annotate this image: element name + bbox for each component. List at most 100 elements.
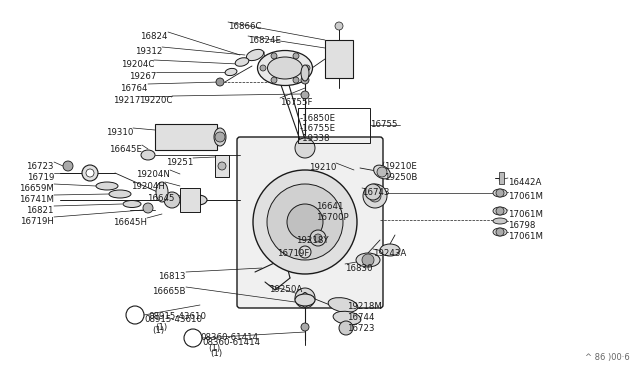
Bar (155, 124, 217, 150)
Circle shape (301, 91, 309, 99)
Circle shape (496, 189, 504, 197)
Circle shape (301, 323, 309, 331)
Text: 19218Y: 19218Y (296, 236, 328, 245)
Ellipse shape (268, 57, 303, 79)
Circle shape (287, 204, 323, 240)
Circle shape (496, 228, 504, 236)
Text: (1): (1) (155, 323, 167, 332)
Ellipse shape (141, 150, 155, 160)
Ellipse shape (225, 68, 237, 76)
Circle shape (339, 321, 353, 335)
Circle shape (363, 184, 387, 208)
Text: (1): (1) (208, 344, 220, 353)
Circle shape (299, 246, 311, 258)
Ellipse shape (374, 165, 390, 179)
Text: 19220C: 19220C (139, 96, 172, 105)
Text: 16755F: 16755F (280, 98, 312, 107)
Ellipse shape (301, 292, 308, 308)
Ellipse shape (109, 190, 131, 198)
Text: 19312: 19312 (134, 47, 162, 56)
Text: 16830: 16830 (345, 264, 372, 273)
Circle shape (301, 76, 309, 84)
Ellipse shape (493, 218, 507, 224)
Text: 17061M: 17061M (508, 210, 543, 219)
Circle shape (218, 162, 226, 170)
Text: M: M (132, 312, 138, 318)
Ellipse shape (295, 294, 315, 306)
Circle shape (260, 65, 266, 71)
Ellipse shape (123, 201, 141, 208)
Circle shape (215, 132, 225, 142)
Circle shape (86, 169, 94, 177)
Circle shape (216, 78, 224, 86)
Circle shape (496, 207, 504, 215)
Circle shape (369, 190, 381, 202)
Text: S: S (191, 335, 195, 341)
Circle shape (314, 234, 322, 242)
Text: ^ 86 )00·6: ^ 86 )00·6 (585, 353, 630, 362)
Text: 16442A: 16442A (508, 178, 541, 187)
Text: 16824E: 16824E (248, 36, 281, 45)
Bar (215, 155, 229, 177)
Text: (1): (1) (210, 349, 222, 358)
Ellipse shape (328, 298, 358, 312)
Circle shape (293, 53, 299, 59)
Circle shape (82, 165, 98, 181)
Text: 16824: 16824 (141, 32, 168, 41)
Text: 19210E: 19210E (384, 162, 417, 171)
Text: 16866C: 16866C (228, 22, 262, 31)
Text: 19243A: 19243A (373, 249, 406, 258)
Text: 19251: 19251 (166, 158, 193, 167)
Text: 16659M: 16659M (19, 184, 54, 193)
Text: 08915-43610: 08915-43610 (148, 312, 206, 321)
Ellipse shape (96, 182, 118, 190)
Circle shape (253, 170, 357, 274)
Text: 16645: 16645 (147, 194, 175, 203)
Circle shape (271, 77, 277, 83)
Ellipse shape (156, 182, 168, 202)
Text: -16755E: -16755E (300, 124, 336, 133)
Text: 19204H: 19204H (131, 182, 165, 191)
Bar (325, 40, 353, 78)
Circle shape (164, 192, 180, 208)
Text: 16645H: 16645H (113, 218, 147, 227)
Text: 16743: 16743 (362, 188, 390, 197)
Ellipse shape (301, 65, 309, 81)
Ellipse shape (246, 49, 264, 61)
Ellipse shape (493, 207, 507, 215)
Text: 19267: 19267 (129, 72, 156, 81)
Bar (298, 108, 370, 143)
Text: 19310: 19310 (106, 128, 133, 137)
Text: 16719: 16719 (27, 173, 54, 182)
Text: 19204C: 19204C (120, 60, 154, 69)
Circle shape (293, 77, 299, 83)
Circle shape (295, 288, 315, 308)
Text: 19250B: 19250B (384, 173, 417, 182)
Text: 08360-61414: 08360-61414 (200, 333, 258, 342)
Ellipse shape (235, 58, 249, 66)
Ellipse shape (333, 311, 361, 325)
Text: -19338: -19338 (300, 134, 330, 143)
Text: 17061M: 17061M (508, 232, 543, 241)
FancyBboxPatch shape (237, 137, 383, 308)
Circle shape (335, 22, 343, 30)
Ellipse shape (257, 51, 312, 86)
Circle shape (184, 329, 202, 347)
Circle shape (377, 167, 387, 177)
Circle shape (362, 254, 374, 266)
Text: 16700P: 16700P (316, 213, 349, 222)
Circle shape (304, 65, 310, 71)
Ellipse shape (380, 244, 400, 256)
Text: -16850E: -16850E (300, 114, 336, 123)
Text: 16821: 16821 (26, 206, 54, 215)
Circle shape (271, 53, 277, 59)
Circle shape (310, 230, 326, 246)
Ellipse shape (189, 195, 207, 205)
Text: 19204N: 19204N (136, 170, 170, 179)
Text: 16645E: 16645E (109, 145, 142, 154)
Text: 08360-61414: 08360-61414 (202, 338, 260, 347)
Ellipse shape (493, 228, 507, 236)
Circle shape (143, 203, 153, 213)
Text: 17061M: 17061M (508, 192, 543, 201)
Text: 16723: 16723 (347, 324, 374, 333)
